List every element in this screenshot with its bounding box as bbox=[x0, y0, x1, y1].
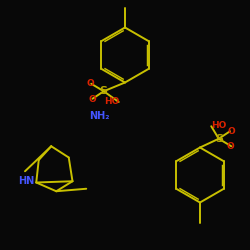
Text: HO: HO bbox=[211, 121, 226, 130]
Text: O: O bbox=[87, 78, 94, 88]
Text: O: O bbox=[226, 142, 234, 151]
Text: NH₂: NH₂ bbox=[89, 111, 109, 121]
Text: O: O bbox=[88, 95, 96, 104]
Text: HN: HN bbox=[18, 176, 34, 186]
Text: HO: HO bbox=[104, 97, 120, 106]
Text: S: S bbox=[100, 86, 108, 96]
Text: S: S bbox=[215, 134, 223, 144]
Text: O: O bbox=[228, 127, 235, 136]
